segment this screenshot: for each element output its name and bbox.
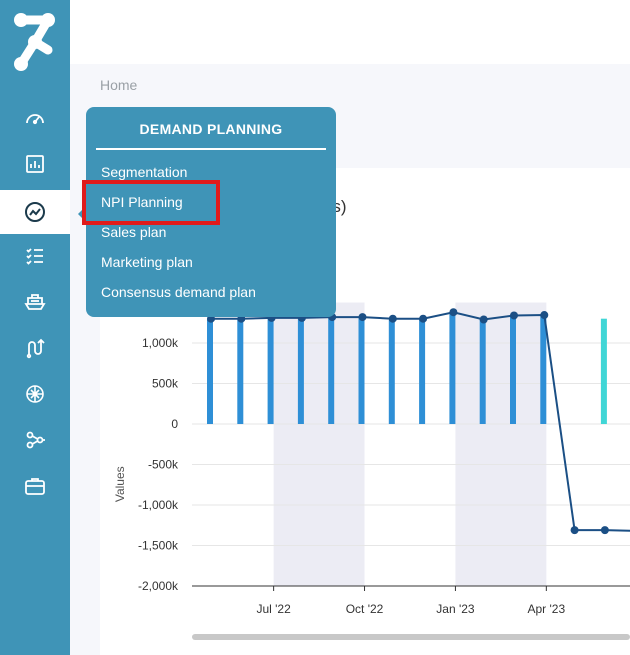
bar-actual <box>449 313 456 424</box>
nav-routes[interactable] <box>0 326 70 370</box>
flyout-title: DEMAND PLANNING <box>139 121 283 137</box>
x-tick-label: Jan '23 <box>436 602 475 616</box>
checklist-icon <box>26 248 43 265</box>
nav-reports[interactable] <box>0 142 70 186</box>
report-chart-icon <box>26 155 44 173</box>
x-tick-label: Apr '23 <box>528 602 566 616</box>
briefcase-icon <box>25 478 45 495</box>
line-series <box>211 311 630 532</box>
bar-actual <box>419 318 426 424</box>
quarter-band-1 <box>455 302 547 586</box>
menu-item-marketing-plan[interactable]: Marketing plan <box>101 254 193 270</box>
menu-item-segmentation[interactable]: Segmentation <box>101 164 188 180</box>
x-tick-label: Oct '22 <box>346 602 384 616</box>
breadcrumb[interactable]: Home <box>100 77 138 93</box>
route-icon <box>26 338 45 359</box>
bar-forecast <box>600 318 607 424</box>
line-point <box>479 315 488 324</box>
y-tick-label: -1,000k <box>138 498 179 512</box>
y-tick-label: 0 <box>171 417 178 431</box>
speedometer-icon <box>26 114 44 125</box>
highlight-annotation <box>82 180 220 225</box>
network-nodes-icon <box>26 431 45 449</box>
nav-ai[interactable] <box>0 372 70 416</box>
flyout-divider <box>96 148 326 150</box>
y-tick-label: -500k <box>148 458 179 472</box>
line-point <box>388 314 397 323</box>
nav-network[interactable] <box>0 418 70 462</box>
line-point <box>358 313 367 322</box>
menu-item-npi-planning[interactable]: NPI Planning <box>101 194 183 210</box>
line-point <box>510 311 518 320</box>
nav-supply[interactable] <box>0 280 70 324</box>
line-point <box>540 311 549 320</box>
quarter-band-0 <box>273 302 365 586</box>
bar-actual <box>297 317 304 424</box>
y-tick-label: 500k <box>152 377 179 391</box>
bar-actual <box>267 317 274 424</box>
sidebar <box>0 0 70 655</box>
ai-knot-icon <box>26 385 44 403</box>
y-tick-label: 1,000k <box>142 336 179 350</box>
bar-actual <box>479 319 486 424</box>
bar-actual <box>237 318 244 424</box>
bar-actual <box>388 318 395 424</box>
app-logo[interactable] <box>12 10 58 74</box>
line-point <box>419 314 428 323</box>
nav-demand-planning[interactable] <box>0 190 70 234</box>
nav-portfolio[interactable] <box>0 464 70 508</box>
trend-chart-icon <box>25 202 45 222</box>
y-tick-label: -1,500k <box>138 539 179 553</box>
y-tick-label: -2,000k <box>138 579 179 593</box>
bar-actual <box>207 318 213 424</box>
menu-item-consensus-demand-plan[interactable]: Consensus demand plan <box>101 284 256 300</box>
bar-actual <box>358 317 365 424</box>
bar-actual <box>510 315 516 424</box>
chart-horizontal-scrollbar[interactable] <box>192 634 630 640</box>
nav-checklist[interactable] <box>0 234 70 278</box>
line-point <box>570 526 579 535</box>
nav-dashboard[interactable] <box>0 96 70 140</box>
top-bar <box>70 0 630 64</box>
bar-actual <box>540 315 547 424</box>
line-point <box>600 526 609 535</box>
bar-actual <box>328 317 335 424</box>
x-tick-label: Jul '22 <box>256 602 291 616</box>
y-axis-label: Values <box>113 466 127 502</box>
demand-planning-flyout: DEMAND PLANNING Segmentation NPI Plannin… <box>86 107 336 317</box>
line-point <box>449 308 458 317</box>
ship-icon <box>24 294 46 310</box>
menu-item-sales-plan[interactable]: Sales plan <box>101 224 167 240</box>
